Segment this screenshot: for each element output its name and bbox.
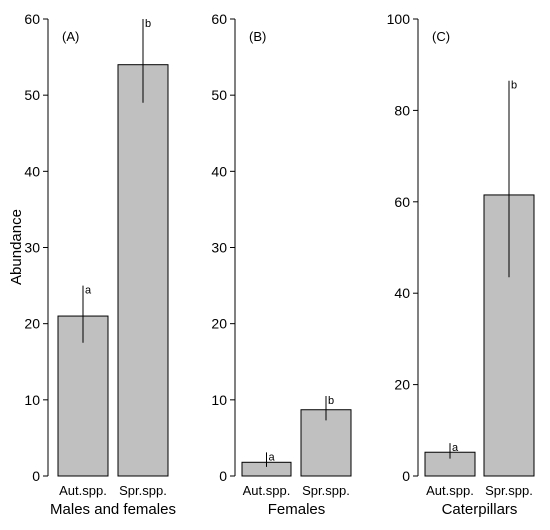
y-tick-label: 40 (211, 163, 227, 179)
y-tick-label: 20 (394, 377, 410, 393)
y-tick-label: 30 (24, 240, 40, 256)
bar (300, 409, 352, 477)
y-tick-label: 20 (211, 316, 227, 332)
significance-label: a (85, 285, 92, 297)
x-axis-title: Females (268, 501, 326, 518)
category-label: Aut.spp. (243, 483, 291, 498)
category-label: Spr.spp. (119, 483, 167, 498)
chart-panel-2: 0 10 20 30 40 50 60 a Aut.spp. b Spr.spp. Females (B… (211, 11, 352, 518)
y-tick-label: 10 (211, 392, 227, 408)
y-tick-label: 20 (24, 316, 40, 332)
y-tick-label: 10 (24, 392, 40, 408)
y-tick-label: 100 (387, 11, 411, 27)
y-tick-label: 60 (394, 194, 410, 210)
significance-label: b (145, 18, 151, 30)
category-label: Aut.spp. (59, 483, 107, 498)
category-label: Spr.spp. (302, 483, 350, 498)
panel-label: (A) (62, 29, 79, 44)
y-tick-label: 60 (24, 11, 40, 27)
x-axis-title: Caterpillars (442, 501, 518, 518)
category-label: Aut.spp. (426, 483, 474, 498)
y-tick-label: 0 (402, 468, 410, 484)
y-tick-label: 50 (24, 87, 40, 103)
y-axis-title: Abundance (8, 209, 25, 285)
y-tick-label: 60 (211, 11, 227, 27)
significance-label: a (452, 442, 459, 454)
y-tick-label: 50 (211, 87, 227, 103)
bar (117, 64, 169, 477)
category-label: Spr.spp. (485, 483, 533, 498)
x-axis-title: Males and females (50, 501, 176, 518)
y-tick-label: 0 (32, 468, 40, 484)
chart-panel-3: 0 20 40 60 80 100 a Aut.spp. b Spr.spp. Caterpilla… (387, 11, 535, 518)
y-tick-label: 40 (24, 163, 40, 179)
significance-label: a (269, 451, 276, 463)
significance-label: b (511, 80, 517, 92)
y-tick-label: 40 (394, 285, 410, 301)
panel-label: (B) (249, 29, 266, 44)
y-tick-label: 30 (211, 240, 227, 256)
panel-label: (C) (432, 29, 450, 44)
y-tick-label: 80 (394, 102, 410, 118)
chart-panel-1: 0 10 20 30 40 50 60 a Aut.spp. b Spr.spp. Males and… (24, 11, 176, 518)
y-tick-label: 0 (219, 468, 227, 484)
significance-label: b (328, 395, 334, 407)
